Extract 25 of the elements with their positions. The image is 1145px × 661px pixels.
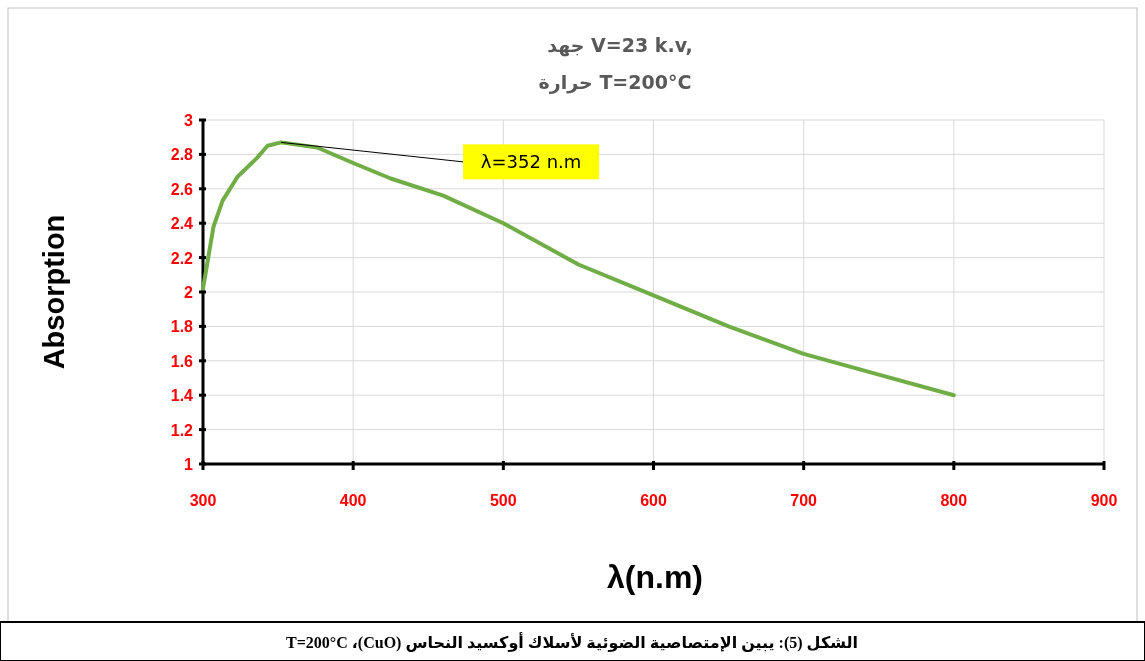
y-tick-label: 1	[184, 456, 194, 473]
y-tick-label: 1.2	[170, 421, 194, 439]
x-axis-title: λ(n.m)	[607, 559, 703, 595]
x-tick-label: 400	[339, 492, 367, 509]
y-tick-label: 2.6	[170, 180, 194, 198]
text: الشكل (5): يبين الإمتصاصية الضوئية لأسلاك أوكسيد النحاس (CuO)، T=200°C	[286, 632, 858, 652]
line-series	[201, 140, 956, 398]
annotation: λ=352 n.m	[480, 151, 582, 173]
x-tick-label: 700	[790, 492, 818, 509]
x-tick-label: 800	[940, 492, 968, 509]
y-tick-label: 1.6	[170, 352, 194, 370]
x-tick-label: 300	[189, 492, 217, 509]
x-tick-label: 600	[640, 492, 667, 509]
y-tick-label: 2.8	[170, 146, 194, 164]
y-tick-label: 1.8	[170, 318, 194, 336]
x-tick-label: 900	[1090, 492, 1118, 509]
chart-title: جهد V=23 k.v,	[547, 34, 693, 57]
y-tick-label: 2	[184, 284, 194, 301]
y-tick-label: 1.4	[170, 387, 194, 405]
chart-subtitle: حرارة T=200°C	[538, 71, 692, 94]
y-tick-label: 3	[184, 112, 194, 129]
x-tick-label: 500	[489, 492, 517, 509]
y-tick-label: 2.2	[170, 249, 194, 267]
y-tick-label: 2.4	[170, 215, 194, 233]
y-axis-title: Absorption	[38, 214, 70, 370]
